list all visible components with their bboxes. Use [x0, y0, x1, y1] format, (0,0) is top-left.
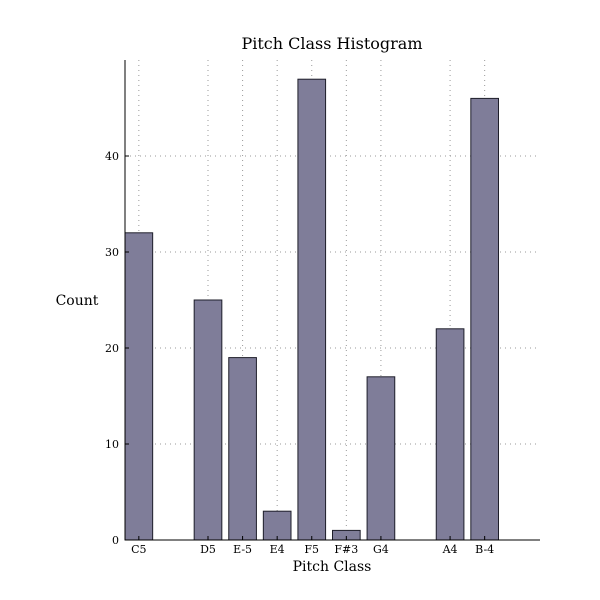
y-axis-label: Count [56, 293, 99, 309]
x-tick-label: F5 [304, 543, 319, 556]
bar-E4 [262, 510, 292, 541]
y-tick-label: 40 [105, 150, 119, 163]
bar-A4 [435, 328, 465, 541]
x-ticks: C5 D5 E-5 E4 F5 F#3 G4 A4 B-4 [131, 536, 494, 556]
bar-E-5 [228, 357, 257, 541]
y-ticks: 0 10 20 30 40 [105, 150, 129, 547]
axes [124, 60, 540, 541]
y-tick-label: 30 [105, 246, 119, 259]
y-tick-label: 10 [105, 438, 119, 451]
x-tick-label: B-4 [475, 543, 494, 556]
bar-C5 [124, 232, 154, 541]
x-tick-label: D5 [200, 543, 216, 556]
x-tick-label: C5 [131, 543, 146, 556]
x-tick-label: F#3 [334, 543, 358, 556]
x-tick-label: E4 [270, 543, 285, 556]
chart-title: Pitch Class Histogram [241, 34, 422, 53]
bar-B-4 [470, 97, 500, 541]
x-tick-label: G4 [373, 543, 389, 556]
y-tick-label: 0 [112, 534, 119, 547]
y-tick-label: 20 [105, 342, 119, 355]
x-tick-label: E-5 [233, 543, 252, 556]
x-axis-label: Pitch Class [293, 559, 372, 575]
bar-F5 [297, 78, 327, 541]
bar-D5 [193, 299, 223, 541]
bars [124, 78, 500, 541]
x-tick-label: A4 [442, 543, 458, 556]
bar-G4 [366, 376, 396, 541]
